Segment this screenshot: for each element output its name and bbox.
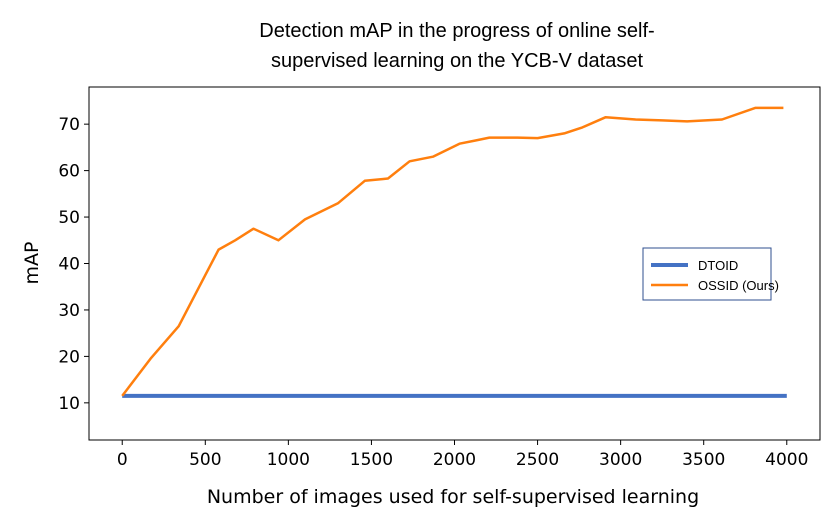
x-tick-label: 0 [117,450,128,470]
x-tick-label: 3000 [599,450,642,470]
x-tick-label: 2000 [433,450,476,470]
x-axis-ticks: 0 500 1000 1500 2000 2500 3000 3500 4000 [117,440,808,470]
chart-title-line-2: supervised learning on the YCB-V dataset [271,50,644,72]
x-tick-label: 1000 [267,450,310,470]
chart-title-line-1: Detection mAP in the progress of online … [259,20,654,42]
y-tick-label: 50 [58,208,80,228]
y-axis-ticks: 10 20 30 40 50 60 70 [58,115,89,414]
x-axis-title: Number of images used for self-supervise… [207,486,699,508]
y-tick-label: 20 [58,347,80,367]
y-tick-label: 10 [58,394,80,414]
series-layer [121,106,787,398]
legend-box [642,247,772,301]
y-tick-label: 30 [58,301,80,321]
x-tick-label: 2500 [516,450,559,470]
y-tick-label: 70 [58,115,80,135]
legend-label-dtoid: DTOID [698,258,738,273]
x-tick-label: 500 [189,450,221,470]
y-axis-title: mAP [21,242,43,285]
x-tick-label: 3500 [682,450,725,470]
series-line-ossid-ours [121,106,784,397]
y-tick-label: 60 [58,162,80,182]
legend: DTOID OSSID (Ours) [642,247,779,301]
y-tick-label: 40 [58,255,80,275]
x-tick-label: 1500 [350,450,393,470]
legend-label-ossid: OSSID (Ours) [698,278,779,293]
x-tick-label: 4000 [765,450,808,470]
